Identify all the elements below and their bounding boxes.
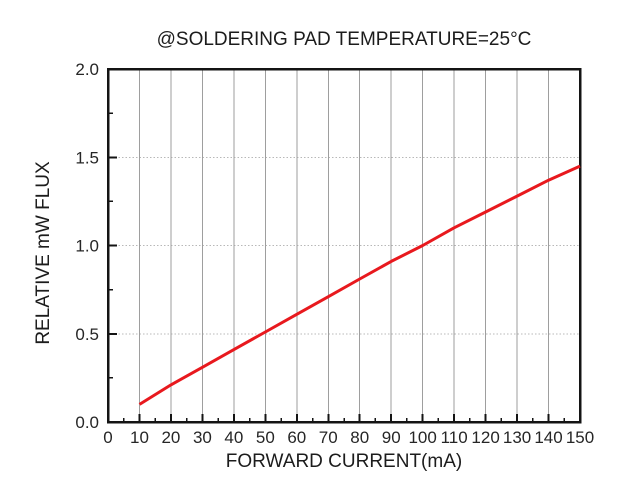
chart-title: @SOLDERING PAD TEMPERATURE=25°C xyxy=(156,29,532,50)
x-tick-label: 90 xyxy=(382,428,401,447)
x-tick-label: 0 xyxy=(103,428,112,447)
plot-frame xyxy=(106,67,582,424)
x-tick-label: 100 xyxy=(408,428,436,447)
x-tick-label: 140 xyxy=(534,428,562,447)
x-tick-label: 150 xyxy=(566,428,594,447)
x-axis-title: FORWARD CURRENT(mA) xyxy=(225,451,463,472)
x-tick-label: 110 xyxy=(441,428,468,447)
y-tick-label: 0.5 xyxy=(75,325,99,344)
y-tick-label: 1.0 xyxy=(75,237,99,256)
x-tick-label: 130 xyxy=(503,428,531,447)
x-tick-label: 60 xyxy=(287,428,306,447)
x-tick-label: 80 xyxy=(350,428,369,447)
x-tick-label: 20 xyxy=(161,428,180,447)
y-tick-label: 0.0 xyxy=(75,413,99,432)
x-tick-label: 10 xyxy=(130,428,149,447)
y-tick-label: 2.0 xyxy=(75,60,99,79)
y-tick-label: 1.5 xyxy=(75,148,99,167)
x-tick-label: 30 xyxy=(193,428,212,447)
x-tick-label: 40 xyxy=(224,428,243,447)
x-tick-label: 50 xyxy=(256,428,275,447)
x-tick-label: 120 xyxy=(471,428,499,447)
data-line xyxy=(138,164,581,406)
x-tick-label: 70 xyxy=(319,428,338,447)
